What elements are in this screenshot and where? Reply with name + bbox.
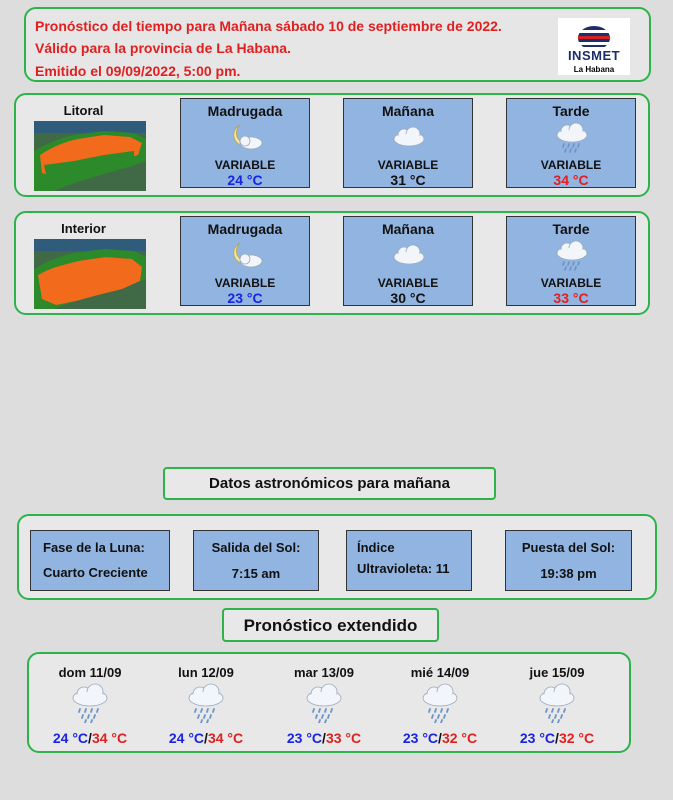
rain-cloud-icon: [422, 683, 458, 723]
uv-index-box: Índice Ultravioleta: 11: [346, 530, 472, 591]
sunset-box: Puesta del Sol: 19:38 pm: [505, 530, 632, 591]
period-condition: VARIABLE: [540, 158, 602, 172]
day-temp: 23 °C/33 °C: [286, 730, 362, 746]
day-name: jue 15/09: [529, 665, 585, 680]
period-name: Tarde: [552, 221, 590, 237]
interior-map: [34, 239, 146, 309]
sunrise-value: 7:15 am: [231, 566, 281, 581]
day-temp: 24 °C/34 °C: [168, 730, 244, 746]
moon-phase-box: Fase de la Luna: Cuarto Creciente: [30, 530, 170, 591]
period-manana: Mañana VARIABLE 31 °C: [343, 98, 473, 188]
moon-cloud-icon: [233, 124, 263, 150]
day-name: mié 14/09: [410, 665, 470, 680]
moon-phase-label: Fase de la Luna:: [43, 540, 145, 555]
forecast-header: Pronóstico del tiempo para Mañana sábado…: [24, 7, 651, 82]
extended-day: lun 12/09 24 °C/34 °C: [151, 662, 261, 752]
sunrise-box: Salida del Sol: 7:15 am: [193, 530, 319, 591]
uv-index-value: Ultravioleta: 11: [357, 561, 450, 576]
zone-interior: Interior Madrugada VARIABLE 23 °C Mañana…: [14, 211, 650, 315]
period-name: Mañana: [381, 221, 435, 237]
logo-city: La Habana: [573, 65, 615, 74]
extended-panel: dom 11/09 24 °C/34 °C lun 12/09: [27, 652, 631, 753]
day-name: lun 12/09: [178, 665, 234, 680]
astro-title: Datos astronómicos para mañana: [163, 467, 496, 500]
extended-day: dom 11/09 24 °C/34 °C: [35, 662, 145, 752]
period-temp: 33 °C: [553, 290, 589, 306]
period-name: Tarde: [552, 103, 590, 119]
period-condition: VARIABLE: [214, 276, 276, 290]
extended-day: mié 14/09 23 °C/32 °C: [385, 662, 495, 752]
cloud-icon: [393, 126, 425, 147]
day-name: mar 13/09: [294, 665, 354, 680]
extended-title: Pronóstico extendido: [222, 608, 439, 642]
period-condition: VARIABLE: [540, 276, 602, 290]
zone-label: Interior: [61, 221, 106, 236]
moon-phase-value: Cuarto Creciente: [43, 565, 148, 580]
insmet-logo: INSMET La Habana: [558, 18, 630, 75]
cloud-icon: [393, 244, 425, 265]
logo-text: INSMET: [567, 48, 621, 63]
zone-litoral: Litoral Madrugada VARIABLE 24 °C Mañana …: [14, 93, 650, 197]
period-temp: 23 °C: [227, 290, 263, 306]
period-madrugada: Madrugada VARIABLE 23 °C: [180, 216, 310, 306]
period-condition: VARIABLE: [377, 158, 439, 172]
rain-cloud-icon: [556, 122, 588, 153]
rain-cloud-icon: [72, 683, 108, 723]
period-condition: VARIABLE: [377, 276, 439, 290]
day-temp: 24 °C/34 °C: [52, 730, 128, 746]
period-tarde: Tarde VARIABLE 34 °C: [506, 98, 636, 188]
moon-cloud-icon: [233, 242, 263, 268]
day-temp: 23 °C/32 °C: [519, 730, 595, 746]
extended-day: mar 13/09 23 °C/33 °C: [269, 662, 379, 752]
forecast-issued: Emitido el 09/09/2022, 5:00 pm.: [35, 63, 241, 79]
period-temp: 34 °C: [553, 172, 589, 188]
day-name: dom 11/09: [58, 665, 122, 680]
rain-cloud-icon: [556, 240, 588, 271]
sunset-value: 19:38 pm: [540, 566, 597, 581]
sunrise-label: Salida del Sol:: [211, 540, 301, 555]
period-condition: VARIABLE: [214, 158, 276, 172]
period-name: Madrugada: [207, 221, 283, 237]
period-temp: 24 °C: [227, 172, 263, 188]
day-temp: 23 °C/32 °C: [402, 730, 478, 746]
astro-panel: Fase de la Luna: Cuarto Creciente Salida…: [17, 514, 657, 600]
rain-cloud-icon: [306, 683, 342, 723]
sunset-label: Puesta del Sol:: [521, 540, 616, 555]
period-tarde: Tarde VARIABLE 33 °C: [506, 216, 636, 306]
rain-cloud-icon: [188, 683, 224, 723]
period-temp: 31 °C: [390, 172, 426, 188]
period-temp: 30 °C: [390, 290, 426, 306]
uv-index-label: Índice: [357, 540, 395, 555]
period-name: Mañana: [381, 103, 435, 119]
period-madrugada: Madrugada VARIABLE 24 °C: [180, 98, 310, 188]
extended-day: jue 15/09 23 °C/32 °C: [502, 662, 612, 752]
rain-cloud-icon: [539, 683, 575, 723]
zone-label: Litoral: [63, 103, 104, 118]
litoral-map: [34, 121, 146, 191]
forecast-title: Pronóstico del tiempo para Mañana sábado…: [35, 18, 502, 34]
period-manana: Mañana VARIABLE 30 °C: [343, 216, 473, 306]
forecast-province: Válido para la provincia de La Habana.: [35, 40, 291, 56]
period-name: Madrugada: [207, 103, 283, 119]
